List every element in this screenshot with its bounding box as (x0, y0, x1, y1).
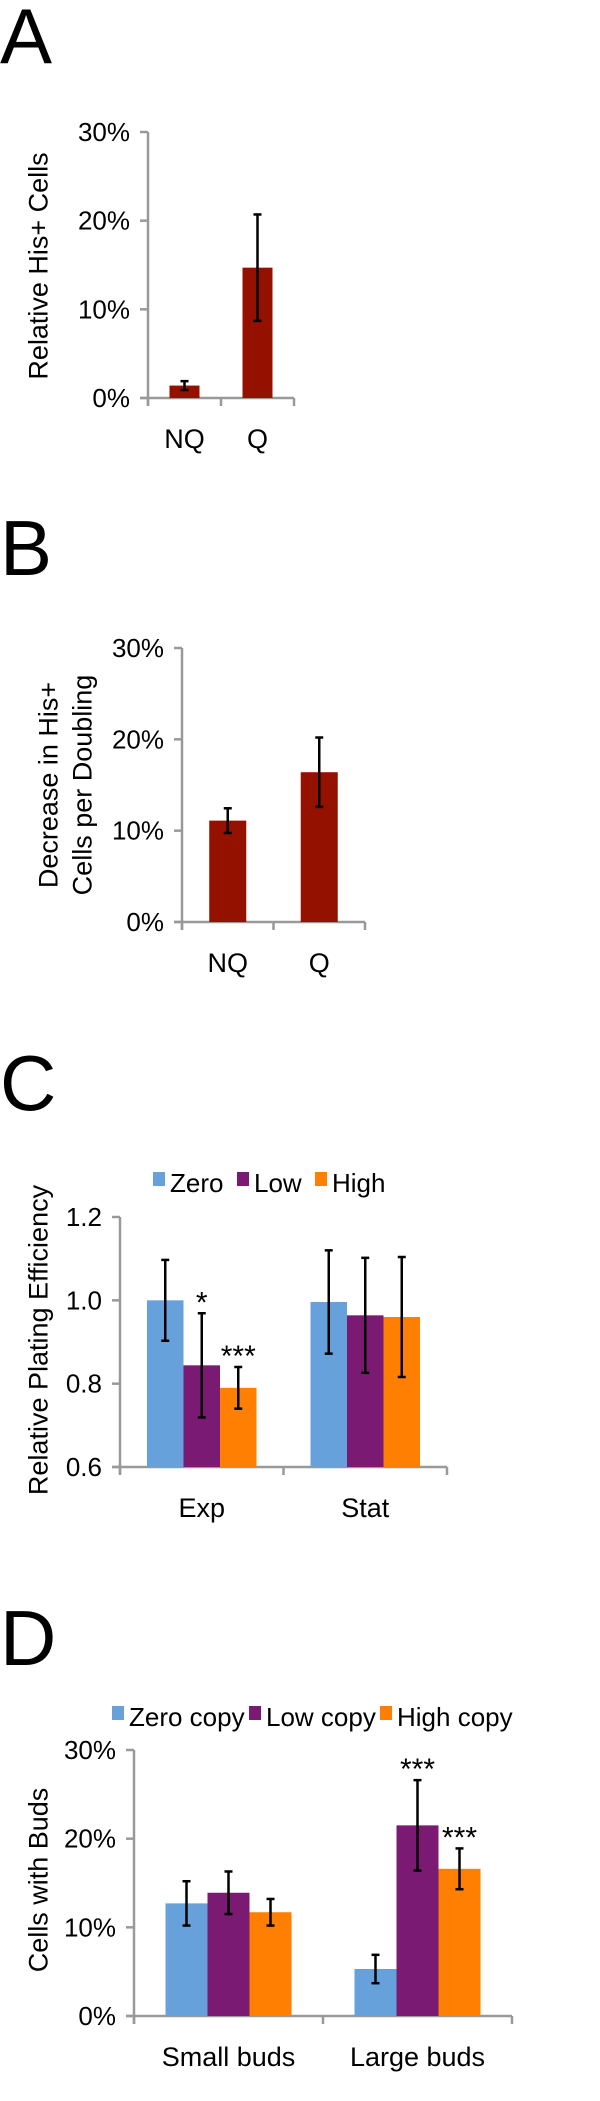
y-tick-label: 30% (78, 117, 130, 147)
y-axis-title: Cells per Doubling (67, 675, 97, 896)
legend-label: High copy (397, 1702, 513, 1732)
legend-label: Zero copy (129, 1702, 245, 1732)
panel-letter: A (0, 0, 52, 80)
y-tick-label: 0% (78, 2001, 116, 2031)
legend-label: Low (254, 1168, 302, 1198)
x-category-label: Small buds (162, 2042, 296, 2072)
x-category-label: Exp (178, 1493, 225, 1523)
x-category-label: Q (309, 948, 330, 978)
y-axis-title: Decrease in His+ (33, 682, 63, 888)
y-axis-title: Relative Plating Efficiency (23, 1184, 53, 1495)
y-tick-label: 0% (92, 383, 130, 413)
legend-label: Zero (170, 1168, 223, 1198)
y-tick-label: 0% (126, 907, 164, 937)
y-axis-title: Relative His+ Cells (23, 152, 53, 379)
significance-marker: *** (400, 1753, 435, 1786)
panel-a: A 0% 10% 20% 30% NQ Q Relative His+ Cells (0, 0, 296, 454)
panel-c: C 0.6 0.8 1.0 1.2 Exp Stat Relative Plating Eff… (0, 1039, 449, 1523)
legend-swatch (380, 1706, 392, 1720)
y-axis-title: Cells with Buds (23, 1788, 53, 1973)
panel-b: B 0% 10% 20% 30% NQ Q Decrease in His+ Cells per… (0, 504, 367, 978)
y-tick-label: 10% (112, 816, 164, 846)
legend-swatch (112, 1706, 124, 1720)
legend-swatch (249, 1706, 261, 1720)
y-tick-label: 10% (78, 294, 130, 324)
y-tick-label: 10% (64, 1912, 116, 1942)
y-tick-label: 20% (64, 1824, 116, 1854)
bar (438, 1868, 481, 2016)
y-tick-label: 0.8 (66, 1369, 102, 1399)
panel-letter: C (0, 1039, 56, 1127)
y-tick-label: 20% (78, 206, 130, 236)
x-category-label: NQ (164, 424, 205, 454)
panel-letter: B (0, 504, 52, 592)
panel-letter: D (0, 1594, 56, 1682)
bar (249, 1912, 292, 2016)
legend-swatch (315, 1172, 327, 1186)
x-category-label: NQ (208, 948, 249, 978)
legend-swatch (237, 1172, 249, 1186)
y-tick-label: 0.6 (66, 1452, 102, 1482)
bar (209, 820, 247, 922)
x-category-label: Large buds (350, 2042, 485, 2072)
legend-swatch (153, 1172, 165, 1186)
y-tick-label: 30% (64, 1735, 116, 1765)
significance-marker: *** (442, 1821, 477, 1854)
y-tick-label: 30% (112, 633, 164, 663)
y-tick-label: 1.2 (66, 1202, 102, 1232)
legend-label: High (332, 1168, 385, 1198)
y-tick-label: 1.0 (66, 1285, 102, 1315)
significance-marker: *** (221, 1340, 256, 1373)
legend-label: Low copy (266, 1702, 376, 1732)
bar (169, 385, 200, 398)
y-tick-label: 20% (112, 724, 164, 754)
significance-marker: * (196, 1286, 208, 1319)
x-category-label: Stat (341, 1493, 390, 1523)
panel-d: D 0% 10% 20% 30% Small buds Large buds Cells wi… (0, 1594, 514, 2072)
x-category-label: Q (247, 424, 268, 454)
